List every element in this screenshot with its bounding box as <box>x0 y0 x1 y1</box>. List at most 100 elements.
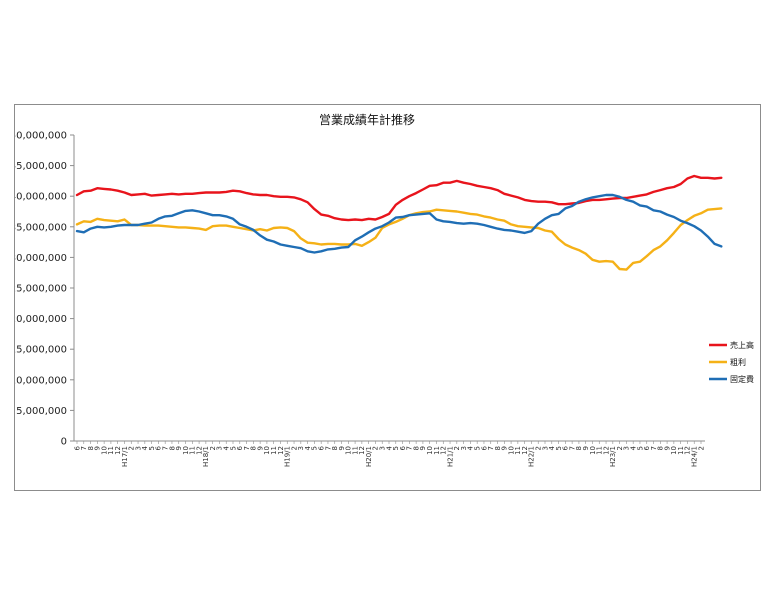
x-tick-label: 5 <box>148 446 156 450</box>
y-tick-label: 5,000,000 <box>16 406 67 417</box>
x-tick-label: 8 <box>87 446 95 450</box>
x-tick-label: 2 <box>697 446 705 450</box>
x-tick-label: 5 <box>392 446 400 450</box>
chart-axes <box>73 135 705 442</box>
x-tick-label: 8 <box>657 446 665 450</box>
x-tick-label: 10 <box>670 446 678 455</box>
x-tick-label: 7 <box>406 446 414 450</box>
x-tick-label: 6 <box>399 445 407 450</box>
x-tick-label: 12 <box>684 446 692 455</box>
y-axis-ticks: 0 5,000,000 10,000,000 15,000,000 20,000,000… <box>15 131 74 448</box>
x-tick-label: 9 <box>501 446 509 450</box>
x-tick-label: H22/1 <box>528 446 536 467</box>
x-tick-label: 8 <box>331 446 339 450</box>
chart-frame: 営業成績年計推移 0 5,000,000 10,000,000 15,000,000 2… <box>14 104 761 491</box>
x-tick-label: 12 <box>358 446 366 455</box>
x-tick-label: 6 <box>155 445 163 450</box>
x-tick-label: 7 <box>243 446 251 450</box>
x-tick-label: 7 <box>324 446 332 450</box>
x-tick-label: 2 <box>453 446 461 450</box>
x-tick-label: 3 <box>216 446 224 450</box>
x-tick-label: 11 <box>351 446 359 455</box>
x-tick-label: 4 <box>385 445 393 450</box>
x-tick-label: 5 <box>636 446 644 450</box>
x-tick-label: 11 <box>270 446 278 455</box>
y-tick-label: 35,000,000 <box>15 222 67 233</box>
x-tick-label: H19/1 <box>284 446 292 467</box>
x-tick-label: 2 <box>128 446 136 450</box>
x-tick-label: 4 <box>223 445 231 450</box>
y-tick-label: 15,000,000 <box>15 345 67 356</box>
x-tick-label: 12 <box>195 446 203 455</box>
chart-title: 営業成績年計推移 <box>319 112 415 127</box>
x-tick-label: 10 <box>426 446 434 455</box>
x-tick-label: H18/1 <box>202 446 210 467</box>
x-tick-label: 9 <box>256 446 264 450</box>
x-tick-label: 12 <box>440 446 448 455</box>
x-tick-label: 7 <box>487 446 495 450</box>
x-tick-label: 2 <box>535 446 543 450</box>
x-tick-label: 9 <box>419 446 427 450</box>
x-tick-label: 6 <box>73 445 81 450</box>
x-tick-label: H21/1 <box>446 446 454 467</box>
series-lines <box>75 174 723 271</box>
x-tick-label: 9 <box>582 446 590 450</box>
x-tick-label: 8 <box>168 446 176 450</box>
x-tick-label: 3 <box>379 446 387 450</box>
x-tick-label: 10 <box>182 446 190 455</box>
x-tick-label: 6 <box>317 445 325 450</box>
series-line-2 <box>75 207 723 271</box>
legend-label-1: 売上高 <box>730 340 754 350</box>
x-tick-label: 3 <box>623 446 631 450</box>
legend-label-2: 粗利 <box>730 357 746 367</box>
y-tick-label: 30,000,000 <box>15 253 67 264</box>
x-tick-label: 10 <box>263 446 271 455</box>
x-tick-label: 11 <box>189 446 197 455</box>
y-tick-label: 45,000,000 <box>15 161 67 172</box>
x-tick-label: H24/1 <box>691 446 699 467</box>
x-tick-label: 6 <box>236 445 244 450</box>
x-tick-label: 6 <box>643 445 651 450</box>
y-tick-label: 0 <box>61 437 67 448</box>
x-tick-label: 5 <box>311 446 319 450</box>
x-tick-label: 10 <box>589 446 597 455</box>
x-tick-label: 11 <box>514 446 522 455</box>
x-tick-label: 4 <box>304 445 312 450</box>
x-tick-label: 3 <box>297 446 305 450</box>
x-tick-label: 6 <box>562 445 570 450</box>
x-tick-label: 10 <box>345 446 353 455</box>
x-tick-label: 2 <box>616 446 624 450</box>
y-tick-label: 10,000,000 <box>15 375 67 386</box>
x-tick-label: 2 <box>372 446 380 450</box>
x-tick-label: 11 <box>677 446 685 455</box>
x-tick-label: 8 <box>412 446 420 450</box>
y-tick-label: 25,000,000 <box>15 284 67 295</box>
x-tick-label: 2 <box>209 446 217 450</box>
x-tick-label: H23/1 <box>609 446 617 467</box>
x-tick-label: 3 <box>460 446 468 450</box>
x-tick-label: 3 <box>134 446 142 450</box>
x-tick-label: 2 <box>290 446 298 450</box>
y-tick-label: 40,000,000 <box>15 192 67 203</box>
x-tick-label: 7 <box>568 446 576 450</box>
x-tick-label: 4 <box>141 445 149 450</box>
x-tick-label: 8 <box>250 446 258 450</box>
x-tick-label: 8 <box>575 446 583 450</box>
x-tick-label: 12 <box>521 446 529 455</box>
x-axis-ticks: 6789101112H17/123456789101112H18/1234567… <box>73 441 705 467</box>
series-line-3 <box>75 193 723 254</box>
x-tick-label: 10 <box>507 446 515 455</box>
x-tick-label: 3 <box>541 446 549 450</box>
x-tick-label: 7 <box>80 446 88 450</box>
chart-svg: 営業成績年計推移 0 5,000,000 10,000,000 15,000,000 2… <box>15 112 754 467</box>
legend-label-3: 固定費 <box>730 374 754 384</box>
x-tick-label: 7 <box>161 446 169 450</box>
x-tick-label: 4 <box>467 445 475 450</box>
x-tick-label: 12 <box>114 446 122 455</box>
x-tick-label: 6 <box>480 445 488 450</box>
x-tick-label: 12 <box>602 446 610 455</box>
x-tick-label: 5 <box>555 446 563 450</box>
x-tick-label: 7 <box>650 446 658 450</box>
x-tick-label: 9 <box>663 446 671 450</box>
x-tick-label: 12 <box>277 446 285 455</box>
